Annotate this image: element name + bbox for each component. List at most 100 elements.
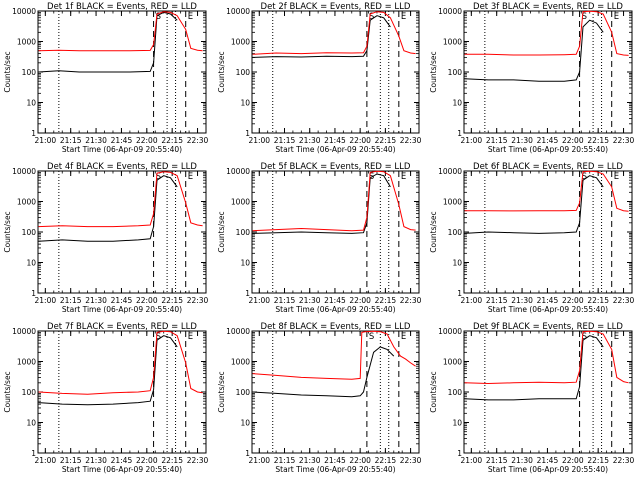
- event-marker-label: E: [401, 172, 406, 182]
- y-tick-label: 1: [457, 129, 462, 138]
- y-tick-label: 10: [452, 259, 462, 268]
- detector-panel: Det 2f BLACK = Events, RED = LLD 1 10 100 10…: [217, 2, 422, 154]
- x-tick-label: 22:00: [136, 136, 158, 145]
- x-tick-label: 22:30: [400, 136, 422, 145]
- x-tick-label: 22:15: [161, 456, 183, 465]
- detector-panel: Det 7f BLACK = Events, RED = LLD 1 10 100 10…: [3, 322, 209, 474]
- event-marker-label: S: [582, 12, 587, 22]
- detector-panel: Det 5f BLACK = Events, RED = LLD 1 10 100 10…: [217, 162, 422, 314]
- x-tick-label: 22:15: [587, 296, 609, 305]
- event-marker-label: E: [188, 332, 193, 342]
- x-tick-label: 21:45: [324, 136, 346, 145]
- x-tick-label: 21:00: [248, 456, 270, 465]
- y-tick-label: 1: [245, 289, 250, 298]
- x-tick-label: 22:15: [587, 456, 609, 465]
- events-line: [252, 15, 391, 58]
- y-tick-label: 100: [448, 68, 463, 77]
- events-line: [252, 173, 391, 234]
- x-axis-label: Start Time (06-Apr-09 20:55:40): [62, 465, 182, 474]
- y-tick-label: 1000: [443, 38, 462, 47]
- x-tick-label: 22:15: [375, 136, 397, 145]
- x-axis-label: Start Time (06-Apr-09 20:55:40): [62, 145, 182, 154]
- y-tick-label: 10: [26, 99, 36, 108]
- x-tick-label: 21:30: [85, 296, 107, 305]
- event-marker-label: E: [614, 12, 619, 22]
- y-tick-label: 100: [236, 228, 251, 237]
- y-tick-label: 1000: [17, 38, 36, 47]
- x-tick-label: 21:30: [511, 136, 533, 145]
- event-marker-label: S: [156, 172, 161, 182]
- x-tick-label: 21:30: [511, 296, 533, 305]
- panel-title: Det 6f BLACK = Events, RED = LLD: [473, 162, 623, 172]
- x-tick-label: 22:30: [187, 136, 209, 145]
- x-tick-label: 22:30: [187, 296, 209, 305]
- y-tick-label: 10000: [12, 7, 36, 16]
- y-tick-label: 1000: [17, 198, 36, 207]
- y-tick-label: 10000: [12, 327, 36, 336]
- lld-line: [38, 171, 203, 228]
- event-marker-label: S: [369, 12, 374, 22]
- y-tick-label: 10: [240, 259, 250, 268]
- y-tick-label: 1000: [231, 358, 250, 367]
- y-tick-label: 1000: [443, 198, 462, 207]
- detector-panel: Det 9f BLACK = Events, RED = LLD 1 10 100 10…: [429, 322, 635, 474]
- x-tick-label: 22:00: [349, 136, 371, 145]
- panel-title: Det 8f BLACK = Events, RED = LLD: [261, 322, 411, 332]
- y-tick-label: 100: [22, 388, 37, 397]
- y-axis-label: Counts/sec: [217, 51, 226, 92]
- plot-frame: [463, 10, 633, 134]
- event-marker-label: S: [156, 12, 161, 22]
- y-tick-label: 1: [31, 289, 36, 298]
- event-marker-label: E: [401, 332, 406, 342]
- panel-title: Det 9f BLACK = Events, RED = LLD: [473, 322, 623, 332]
- y-tick-label: 10000: [438, 167, 462, 176]
- x-tick-label: 22:00: [349, 296, 371, 305]
- x-axis-label: Start Time (06-Apr-09 20:55:40): [275, 305, 395, 314]
- y-tick-label: 10000: [12, 167, 36, 176]
- event-marker-label: E: [614, 172, 619, 182]
- x-tick-label: 22:30: [400, 296, 422, 305]
- y-tick-label: 10000: [226, 327, 250, 336]
- y-axis-label: Counts/sec: [429, 371, 438, 412]
- panel-title: Det 1f BLACK = Events, RED = LLD: [47, 2, 197, 12]
- y-tick-label: 10: [26, 259, 36, 268]
- x-tick-label: 21:45: [111, 296, 133, 305]
- y-tick-label: 1000: [443, 358, 462, 367]
- y-axis-label: Counts/sec: [429, 211, 438, 252]
- x-tick-label: 21:00: [35, 296, 57, 305]
- panel-title: Det 2f BLACK = Events, RED = LLD: [261, 2, 411, 12]
- detector-panel: Det 4f BLACK = Events, RED = LLD 1 10 100 10…: [3, 162, 209, 314]
- event-marker-label: S: [156, 332, 161, 342]
- x-tick-label: 21:00: [461, 136, 483, 145]
- x-tick-label: 22:00: [562, 296, 584, 305]
- events-line: [38, 175, 178, 242]
- y-tick-label: 1: [245, 449, 250, 458]
- lld-line: [252, 170, 416, 232]
- x-axis-label: Start Time (06-Apr-09 20:55:40): [275, 145, 395, 154]
- x-tick-label: 21:00: [35, 136, 57, 145]
- x-tick-label: 22:30: [613, 456, 635, 465]
- event-marker-label: E: [614, 332, 619, 342]
- y-tick-label: 10000: [226, 167, 250, 176]
- x-tick-label: 21:45: [537, 296, 559, 305]
- y-tick-label: 1: [31, 449, 36, 458]
- plot-frame: [37, 170, 207, 294]
- x-tick-label: 21:00: [248, 136, 270, 145]
- plot-frame: [251, 10, 420, 134]
- y-tick-label: 10000: [438, 7, 462, 16]
- x-tick-label: 21:30: [85, 136, 107, 145]
- y-tick-label: 100: [236, 68, 251, 77]
- detector-panel: Det 6f BLACK = Events, RED = LLD 1 10 100 10…: [429, 162, 635, 314]
- lld-line: [252, 330, 416, 380]
- x-tick-label: 22:30: [187, 456, 209, 465]
- y-axis-label: Counts/sec: [3, 371, 12, 412]
- x-axis-label: Start Time (06-Apr-09 20:55:40): [488, 465, 608, 474]
- x-tick-label: 21:00: [461, 456, 483, 465]
- y-tick-label: 1000: [231, 198, 250, 207]
- x-tick-label: 22:30: [613, 136, 635, 145]
- panel-title: Det 7f BLACK = Events, RED = LLD: [47, 322, 197, 332]
- x-tick-label: 21:15: [274, 136, 296, 145]
- y-axis-label: Counts/sec: [429, 51, 438, 92]
- y-axis-label: Counts/sec: [217, 211, 226, 252]
